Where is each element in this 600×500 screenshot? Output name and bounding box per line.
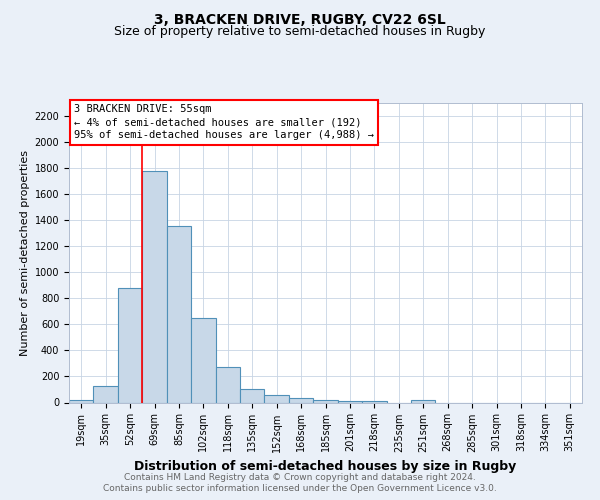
Bar [411, 400, 436, 402]
Bar [240, 389, 265, 402]
Text: Size of property relative to semi-detached houses in Rugby: Size of property relative to semi-detach… [115, 25, 485, 38]
Bar [94, 386, 118, 402]
Bar [191, 318, 215, 402]
X-axis label: Distribution of semi-detached houses by size in Rugby: Distribution of semi-detached houses by … [134, 460, 517, 473]
Text: Contains public sector information licensed under the Open Government Licence v3: Contains public sector information licen… [103, 484, 497, 493]
Bar [167, 226, 191, 402]
Bar [338, 400, 362, 402]
Text: 3, BRACKEN DRIVE, RUGBY, CV22 6SL: 3, BRACKEN DRIVE, RUGBY, CV22 6SL [154, 12, 446, 26]
Bar [362, 400, 386, 402]
Text: Contains HM Land Registry data © Crown copyright and database right 2024.: Contains HM Land Registry data © Crown c… [124, 472, 476, 482]
Bar [289, 398, 313, 402]
Bar [118, 288, 142, 403]
Bar [215, 366, 240, 402]
Text: 3 BRACKEN DRIVE: 55sqm
← 4% of semi-detached houses are smaller (192)
95% of sem: 3 BRACKEN DRIVE: 55sqm ← 4% of semi-deta… [74, 104, 374, 141]
Bar [142, 171, 167, 402]
Y-axis label: Number of semi-detached properties: Number of semi-detached properties [20, 150, 31, 356]
Bar [69, 400, 94, 402]
Bar [313, 400, 338, 402]
Bar [265, 396, 289, 402]
